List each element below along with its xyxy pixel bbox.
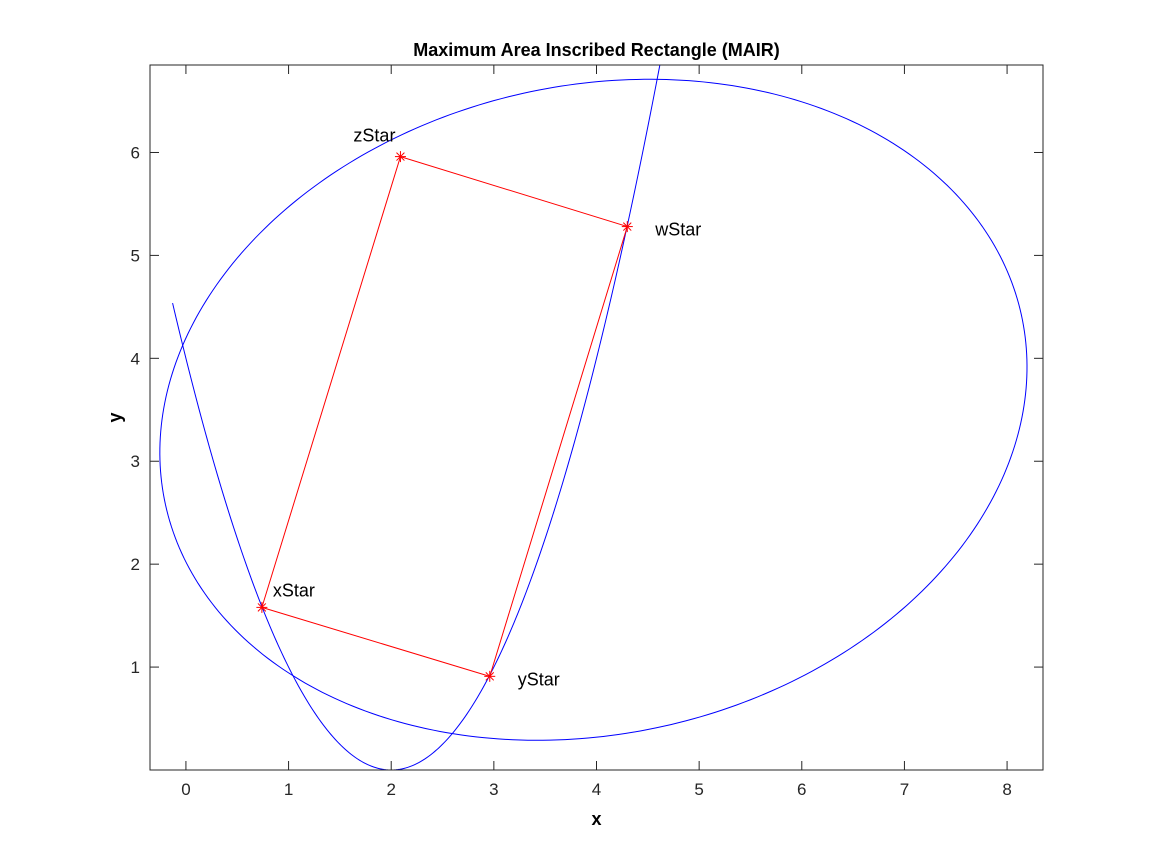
x-tick-label-1: 1: [284, 780, 293, 799]
chart-title: Maximum Area Inscribed Rectangle (MAIR): [413, 40, 779, 60]
y-axis-label: y: [105, 412, 125, 422]
markers-layer: [256, 151, 633, 682]
x-tick-label-2: 2: [386, 780, 395, 799]
label-yStar: yStar: [518, 669, 560, 689]
marker-yStar: [484, 670, 496, 682]
x-tick-label-7: 7: [900, 780, 909, 799]
x-tick-label-4: 4: [592, 780, 601, 799]
label-zStar: zStar: [353, 126, 395, 146]
x-tick-label-3: 3: [489, 780, 498, 799]
y-tick-label-6: 6: [131, 143, 140, 162]
marker-wStar: [621, 221, 633, 233]
y-tick-label-1: 1: [131, 658, 140, 677]
ellipse-curve: [159, 78, 1028, 741]
label-xStar: xStar: [273, 580, 315, 600]
y-tick-label-2: 2: [131, 555, 140, 574]
marker-zStar: [394, 151, 406, 163]
plot-area: [150, 65, 1043, 770]
x-tick-label-6: 6: [797, 780, 806, 799]
x-tick-label-5: 5: [694, 780, 703, 799]
marker-xStar: [256, 601, 268, 613]
x-tick-label-8: 8: [1002, 780, 1011, 799]
y-tick-label-5: 5: [131, 246, 140, 265]
point-labels-layer: xStar yStar wStar zStar: [273, 126, 701, 690]
y-tick-label-3: 3: [131, 452, 140, 471]
x-tick-label-0: 0: [181, 780, 190, 799]
label-wStar: wStar: [654, 220, 701, 240]
y-tick-label-4: 4: [131, 349, 140, 368]
ticks-layer: 0 1 2 3 4 5 6 7 8 1 2 3 4 5 6: [131, 65, 1043, 799]
x-axis-label: x: [591, 809, 601, 829]
parabola-curve: [172, 65, 661, 770]
